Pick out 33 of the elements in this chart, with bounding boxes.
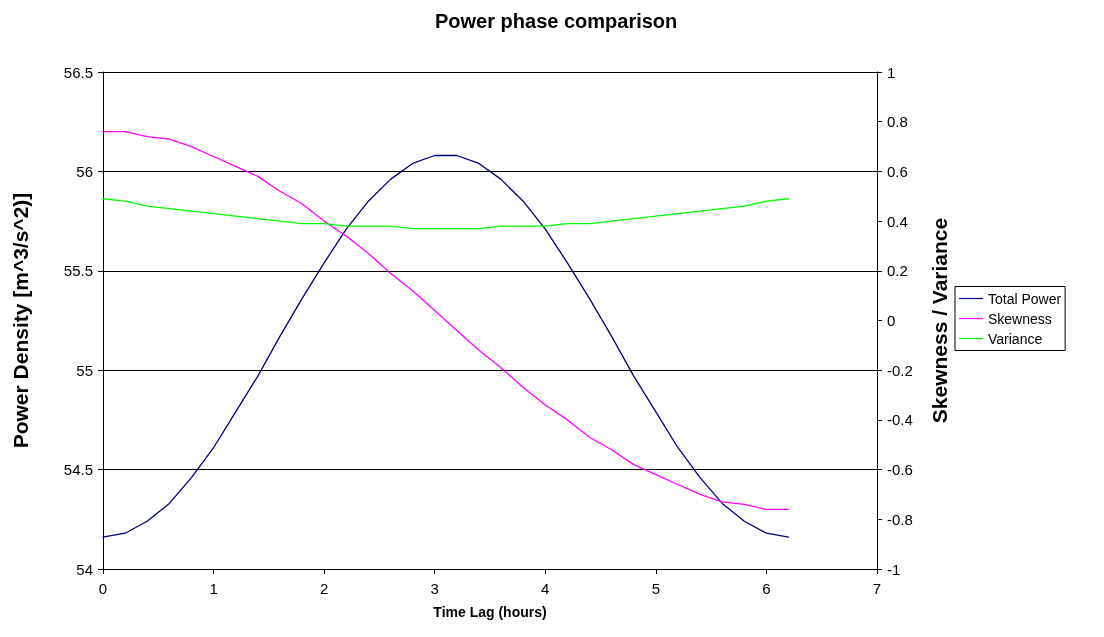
y2-tick-label: 0.6	[887, 162, 908, 180]
y-tick-label: 54	[76, 560, 93, 578]
x-tick-label: 1	[209, 580, 218, 597]
y-tick-label: 55	[76, 361, 93, 379]
y2-tick-label: 0.4	[887, 212, 908, 230]
x-tick-label: 5	[651, 580, 661, 597]
y-axis-title: Power Density [m^3/s^2)]	[9, 192, 32, 449]
x-tick-label: 0	[98, 580, 108, 597]
y-tick-label: 56	[76, 162, 93, 180]
y2-axis-title: Skewness / Variance	[928, 217, 951, 424]
y2-tick-label: -1	[887, 560, 901, 578]
legend-label: Skewness	[988, 310, 1052, 327]
y2-tick-label: 0.2	[887, 262, 908, 280]
line-series	[102, 198, 790, 230]
x-tick-label: 7	[872, 580, 882, 597]
x-tick-label: 3	[430, 580, 439, 597]
y-tick-label: 55.5	[63, 262, 93, 280]
x-tick-label: 4	[541, 580, 550, 597]
y2-tick-label: 1	[887, 63, 896, 81]
y-tick-label: 56.5	[63, 63, 93, 81]
chart-title: Power phase comparison	[435, 10, 678, 32]
y2-tick-label: 0.8	[887, 113, 908, 131]
y-tick-label: 54.5	[63, 461, 93, 479]
x-tick-label: 6	[762, 580, 771, 597]
x-axis-title: Time Lag (hours)	[433, 604, 547, 620]
legend-label: Total Power	[988, 290, 1062, 307]
legend-label: Variance	[988, 330, 1043, 347]
y2-tick-label: -0.4	[887, 411, 913, 429]
y2-tick-label: -0.8	[887, 510, 913, 528]
y2-tick-label: -0.6	[887, 461, 913, 479]
y2-tick-label: 0	[887, 312, 896, 329]
x-tick-label: 2	[319, 580, 329, 597]
y2-tick-label: -0.2	[887, 361, 913, 379]
